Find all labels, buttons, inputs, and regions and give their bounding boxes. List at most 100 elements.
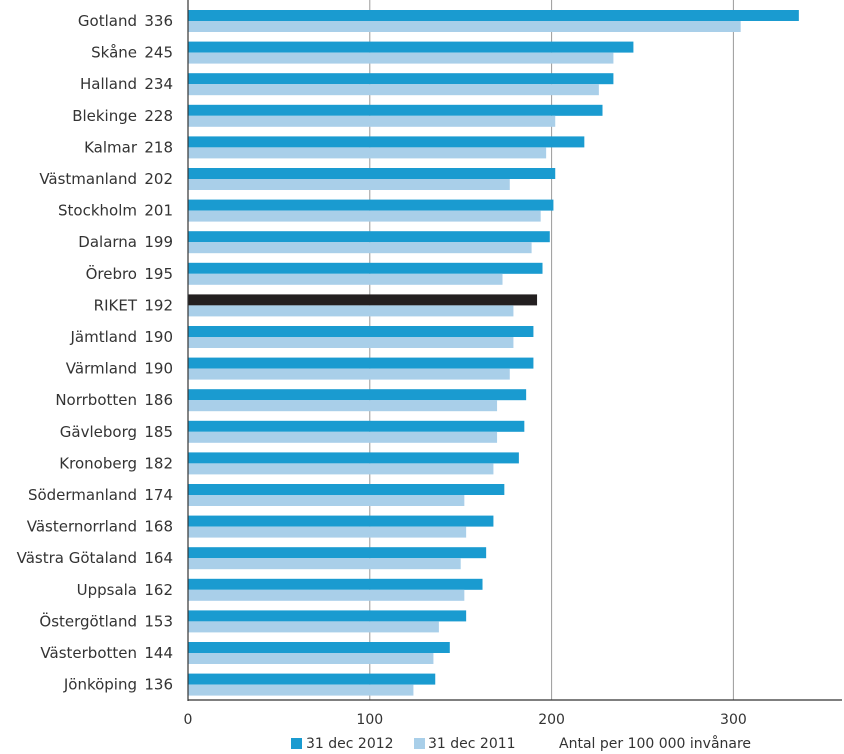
x-tick-label-300: 300	[720, 712, 747, 728]
x-tick-label-100: 100	[356, 712, 383, 728]
category-label-10: Jämtland	[70, 328, 138, 346]
bar-2011-10	[188, 337, 514, 348]
value-label-3: 228	[144, 107, 173, 125]
category-label-17: Västra Götaland	[17, 549, 137, 567]
bar-2012-20	[188, 642, 450, 653]
value-label-0: 336	[144, 12, 173, 30]
bar-2012-18	[188, 578, 483, 590]
category-labels: Gotland 336 Skåne 245 Halland 234 Blekinge 228 K…	[17, 12, 173, 694]
value-label-13: 185	[144, 423, 173, 441]
bars	[188, 10, 799, 696]
value-label-1: 245	[144, 44, 173, 62]
x-tick-label-0: 0	[184, 712, 193, 728]
bar-2011-14	[188, 463, 494, 475]
value-label-8: 195	[144, 265, 173, 283]
category-label-14: Kronoberg	[59, 454, 137, 472]
bar-2011-8	[188, 273, 503, 285]
bar-2012-2	[188, 73, 614, 85]
legend-swatch-2012	[291, 738, 302, 749]
value-label-10: 190	[144, 328, 173, 346]
bar-2011-1	[188, 52, 614, 64]
value-label-19: 153	[144, 612, 173, 630]
category-label-20: Västerbotten	[40, 644, 137, 662]
value-label-18: 162	[144, 581, 173, 599]
bar-2012-17	[188, 547, 487, 559]
value-label-11: 190	[144, 360, 173, 378]
bar-2011-20	[188, 653, 434, 664]
bar-2011-19	[188, 621, 439, 633]
x-axis: 0 100 200 300	[184, 0, 842, 728]
bar-2011-12	[188, 400, 498, 412]
bar-2011-15	[188, 495, 465, 506]
bar-2011-3	[188, 115, 556, 127]
bar-2012-14	[188, 452, 519, 464]
bar-2012-16	[188, 515, 494, 527]
bar-2012-5	[188, 168, 556, 179]
category-label-1: Skåne	[91, 44, 137, 62]
value-label-2: 234	[144, 75, 173, 93]
value-label-5: 202	[144, 170, 173, 188]
category-label-2: Halland	[80, 75, 137, 93]
value-label-6: 201	[144, 202, 173, 220]
category-label-0: Gotland	[78, 12, 137, 30]
bar-2012-7	[188, 231, 550, 243]
bar-2011-7	[188, 242, 532, 254]
bar-2012-1	[188, 41, 634, 53]
bar-2011-17	[188, 558, 461, 570]
bar-2011-11	[188, 368, 510, 380]
category-label-16: Västernorrland	[27, 518, 137, 536]
bar-2011-5	[188, 179, 510, 190]
bar-2011-16	[188, 526, 467, 538]
value-label-17: 164	[144, 549, 173, 567]
bar-2012-15	[188, 484, 505, 495]
bar-2011-6	[188, 210, 541, 222]
value-label-16: 168	[144, 518, 173, 536]
x-axis-label: Antal per 100 000 invånare	[559, 735, 751, 752]
legend-label-2011: 31 dec 2011	[428, 736, 516, 752]
value-label-21: 136	[144, 676, 173, 694]
bar-2011-18	[188, 589, 465, 601]
bar-2012-13	[188, 420, 525, 432]
legend-swatch-2011	[414, 738, 425, 749]
value-label-9: 192	[144, 296, 173, 314]
bar-2011-9	[188, 305, 514, 317]
value-label-14: 182	[144, 454, 173, 472]
bar-2012-6	[188, 199, 554, 211]
bar-2011-0	[188, 21, 741, 32]
category-label-13: Gävleborg	[60, 423, 137, 441]
legend-label-2012: 31 dec 2012	[306, 736, 394, 752]
bar-2011-2	[188, 84, 599, 96]
category-label-3: Blekinge	[72, 107, 137, 125]
bar-2012-8	[188, 262, 543, 274]
bar-2011-21	[188, 684, 414, 696]
bar-2011-4	[188, 147, 547, 159]
bar-2012-12	[188, 389, 527, 401]
value-label-4: 218	[144, 138, 173, 156]
bar-2012-10	[188, 326, 534, 337]
legend: 31 dec 2012 31 dec 2011 Antal per 100 00…	[291, 735, 751, 752]
category-label-19: Östergötland	[39, 611, 137, 630]
x-tick-label-200: 200	[538, 712, 565, 728]
category-label-21: Jönköping	[63, 676, 137, 694]
category-label-5: Västmanland	[39, 170, 137, 188]
category-label-6: Stockholm	[58, 202, 137, 220]
bar-2011-13	[188, 431, 498, 443]
category-label-8: Örebro	[86, 264, 137, 283]
value-label-15: 174	[144, 486, 173, 504]
category-label-18: Uppsala	[77, 581, 137, 599]
category-label-4: Kalmar	[84, 138, 138, 156]
value-label-20: 144	[144, 644, 173, 662]
bar-2012-9	[188, 294, 538, 306]
bar-2012-0	[188, 10, 799, 21]
bar-2012-19	[188, 610, 467, 622]
category-label-11: Värmland	[66, 360, 137, 378]
category-label-12: Norrbotten	[55, 391, 137, 409]
bar-2012-4	[188, 136, 585, 148]
category-label-15: Södermanland	[28, 486, 137, 504]
value-label-12: 186	[144, 391, 173, 409]
bar-2012-3	[188, 104, 603, 116]
value-label-7: 199	[144, 233, 173, 251]
category-label-7: Dalarna	[78, 233, 137, 251]
bar-2012-11	[188, 357, 534, 369]
